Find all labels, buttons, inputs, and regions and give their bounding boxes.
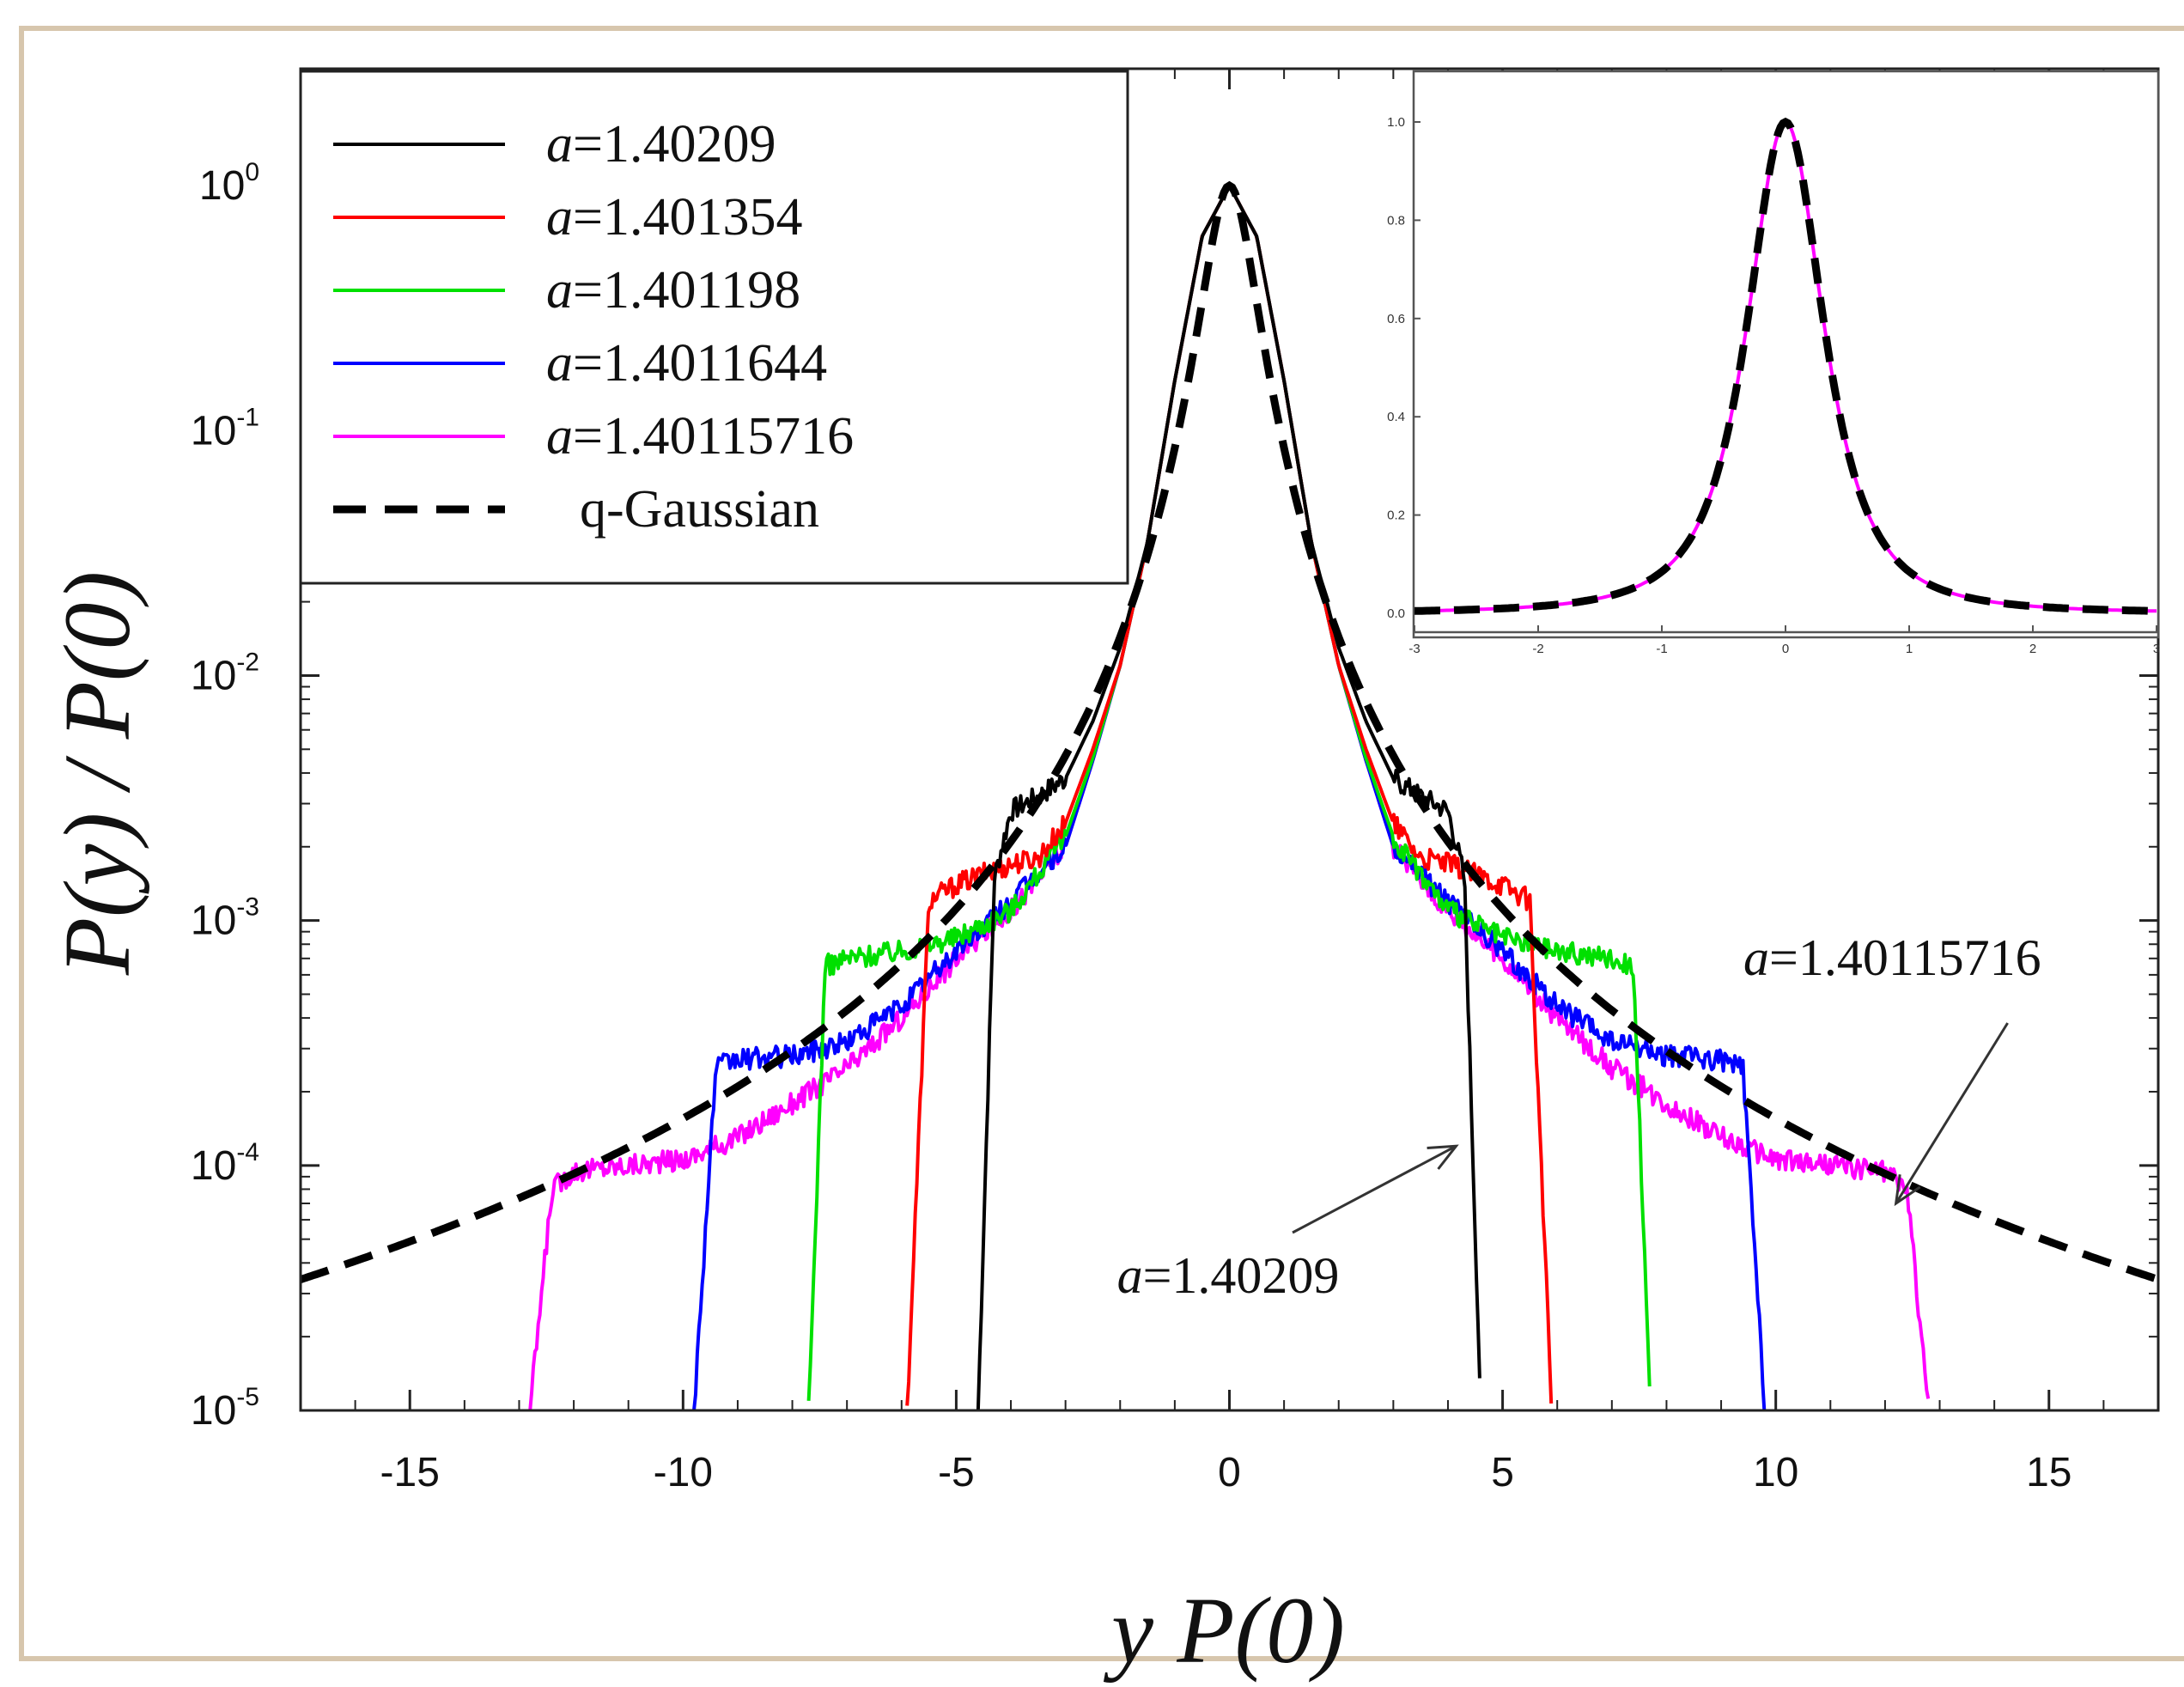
legend-entry: q-Gaussian (580, 480, 819, 539)
y-tick-label: 10-3 (191, 893, 259, 944)
inset-x-tick-label: 3 (2153, 642, 2160, 656)
y-tick-base: 10 (191, 1388, 236, 1434)
series-line-q-gaussian (299, 180, 2160, 1283)
y-tick-base: 10 (199, 163, 245, 209)
y-tick-exp: -1 (236, 403, 259, 431)
annotation-arrow (1292, 1144, 1457, 1234)
y-tick-exp: -4 (236, 1138, 259, 1166)
inset-y-tick-label: 1.0 (1387, 115, 1405, 130)
inset-y-tick-label: 0.4 (1387, 410, 1405, 424)
inset-x-tick-label: -3 (1408, 642, 1420, 656)
y-tick-exp: -5 (236, 1383, 259, 1411)
y-tick-base: 10 (191, 1143, 236, 1189)
y-tick-label: 10-5 (191, 1383, 259, 1434)
y-axis-label: P(y) / P(0) (45, 571, 149, 976)
y-tick-base: 10 (191, 898, 236, 944)
legend-entry: a=1.401198 (546, 261, 800, 320)
annotation-prefix: a (1743, 929, 1769, 986)
x-tick-label: 10 (1753, 1450, 1798, 1495)
annotation-label: a=1.40115716 (1743, 929, 2041, 986)
x-tick-label: 15 (2026, 1450, 2071, 1495)
legend-value: =1.40115716 (573, 407, 854, 466)
x-tick-label: -5 (938, 1450, 975, 1495)
y-tick-exp: 0 (245, 158, 259, 186)
legend-box (299, 70, 1129, 585)
inset-x-tick-label: -1 (1656, 642, 1667, 656)
y-tick-exp: -3 (236, 893, 259, 922)
inset-y-tick-label: 0.2 (1387, 509, 1405, 523)
legend-prefix: a (546, 407, 573, 466)
legend-prefix: a (546, 115, 573, 174)
inset-frame (1412, 70, 2160, 639)
inset-x-tick-label: 2 (2029, 642, 2036, 656)
legend-entry: a=1.4011644 (546, 334, 827, 393)
legend-value: =1.40209 (573, 115, 776, 174)
legend-prefix: a (546, 334, 573, 393)
inset-x-tick-label: 1 (1906, 642, 1913, 656)
y-tick-exp: -2 (236, 648, 259, 676)
x-axis-label: y P(0) (1103, 1578, 1345, 1683)
legend-value: =1.401198 (573, 261, 800, 320)
legend-entry: a=1.40115716 (546, 407, 854, 466)
x-tick-label: -15 (380, 1450, 440, 1495)
x-tick-label: 0 (1218, 1450, 1241, 1495)
annotation-arrowhead (1427, 1144, 1459, 1170)
legend: a=1.40209a=1.401354a=1.401198a=1.4011644… (299, 70, 1129, 585)
x-tick-label: 5 (1491, 1450, 1514, 1495)
legend-prefix: a (546, 188, 573, 247)
annotation-arrow (1895, 1022, 2009, 1204)
annotation-label: a=1.40209 (1117, 1247, 1340, 1304)
inset-y-tick-label: 0.6 (1387, 312, 1405, 326)
legend-entry: a=1.401354 (546, 188, 802, 247)
x-tick-label: -10 (654, 1450, 713, 1495)
y-tick-label: 100 (199, 158, 259, 209)
legend-prefix: a (546, 261, 573, 320)
inset-x-tick-label: -2 (1532, 642, 1543, 656)
legend-value: =1.401354 (573, 188, 802, 247)
inset-series-q-gaussian (1414, 117, 2157, 615)
annotation-value: =1.40209 (1143, 1247, 1340, 1304)
inset-y-tick-label: 0.8 (1387, 213, 1405, 228)
inset-chart: -3 -2 -1 0 1 2 3 0.0 0.2 0.4 0.6 0.8 1.0 (1387, 70, 2160, 656)
legend-entry: a=1.40209 (546, 115, 776, 174)
y-tick-label: 10-2 (191, 648, 259, 698)
y-tick-label: 10-4 (191, 1138, 259, 1189)
legend-value: q-Gaussian (580, 480, 819, 539)
inset-x-tick-label: 0 (1782, 642, 1789, 656)
annotation-arrowhead (1894, 1174, 1921, 1207)
y-tick-label: 10-1 (191, 403, 259, 454)
main-series-group (299, 180, 2160, 1411)
annotation-prefix: a (1117, 1247, 1143, 1304)
inset-y-tick-label: 0.0 (1387, 606, 1405, 621)
y-tick-base: 10 (191, 408, 236, 454)
legend-value: =1.4011644 (573, 334, 827, 393)
annotation-value: =1.40115716 (1769, 929, 2041, 986)
y-tick-base: 10 (191, 653, 236, 698)
